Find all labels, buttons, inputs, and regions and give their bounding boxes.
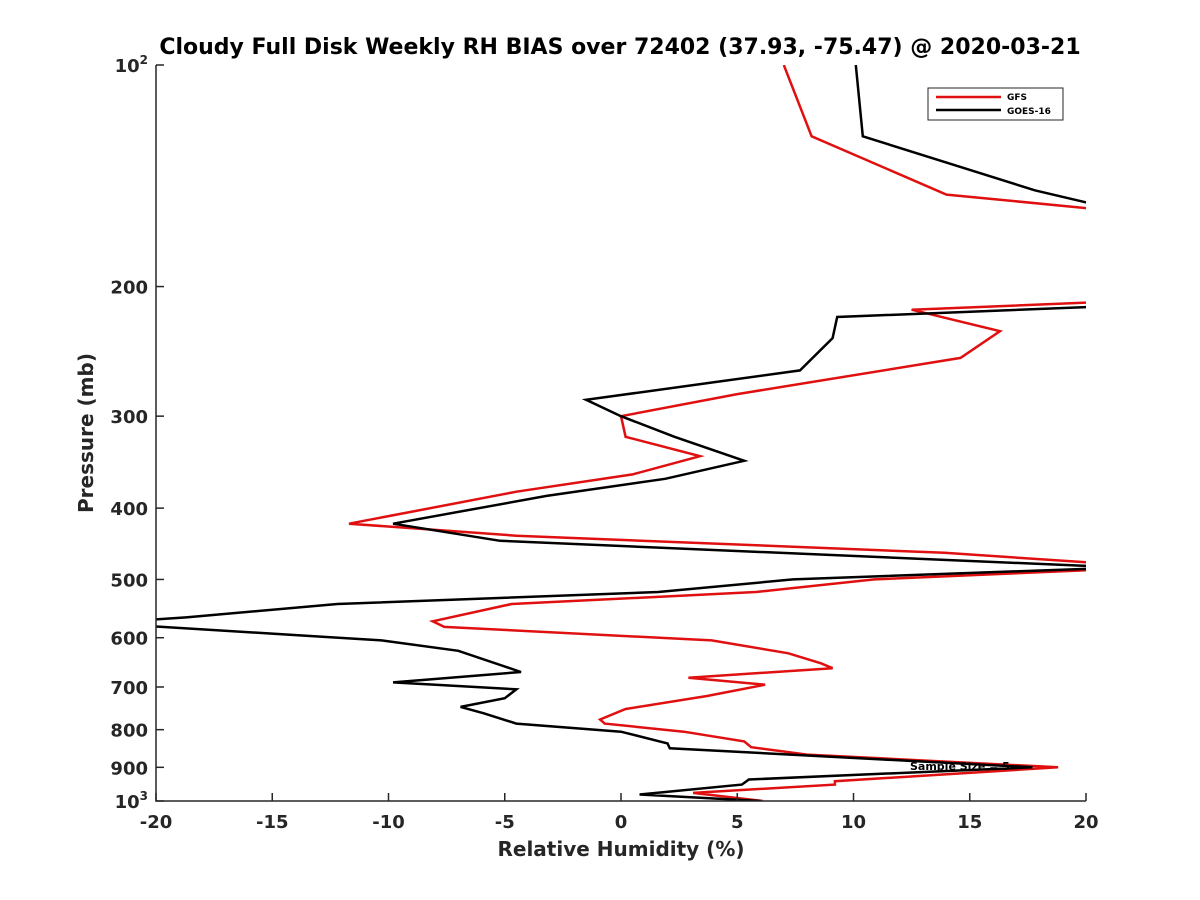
y-axis-ticks: 102 200 300 400 500 600 700 800 900 103: [110, 53, 164, 813]
y-tick-label: 600: [110, 629, 148, 650]
plot-frame: [155, 65, 1086, 802]
legend: GFS GOES-16: [927, 87, 1064, 121]
y-tick-label: 500: [110, 570, 148, 591]
x-tick-label: 20: [1073, 812, 1098, 833]
y-axis-label: Pressure (mb): [74, 353, 98, 513]
series-lines: [156, 65, 1086, 801]
x-axis-ticks: -20 -15 -10 -5 0 5 10 15 20: [140, 793, 1099, 833]
x-tick-label: 15: [957, 812, 982, 833]
sample-size-annotation: Sample Size = 5: [910, 760, 1010, 773]
x-tick-label: 0: [615, 812, 628, 833]
x-tick-label: -20: [140, 812, 173, 833]
x-tick-label: 10: [841, 812, 866, 833]
x-axis-label: Relative Humidity (%): [497, 837, 744, 861]
series-line-gfs: [348, 65, 1086, 801]
y-tick-label: 800: [110, 721, 148, 742]
y-tick-label: 400: [110, 499, 148, 520]
y-tick-label: 102: [115, 53, 148, 77]
x-tick-label: -10: [372, 812, 405, 833]
x-tick-label: -5: [495, 812, 515, 833]
series-line-goes16: [156, 65, 1086, 801]
y-tick-label: 103: [115, 789, 148, 813]
chart-title: Cloudy Full Disk Weekly RH BIAS over 724…: [159, 35, 1080, 60]
y-tick-label: 300: [110, 407, 148, 428]
x-tick-label: 5: [731, 812, 744, 833]
legend-label-goes16: GOES-16: [1007, 107, 1051, 117]
legend-label-gfs: GFS: [1007, 93, 1027, 103]
y-tick-label: 200: [110, 278, 148, 299]
x-tick-label: -15: [256, 812, 289, 833]
y-tick-label: 900: [110, 758, 148, 779]
plot-area: -20 -15 -10 -5 0 5 10 15 20 102 200 300 400 500 600 70…: [110, 53, 1098, 833]
legend-box: [927, 87, 1064, 121]
y-tick-label: 700: [110, 678, 148, 699]
